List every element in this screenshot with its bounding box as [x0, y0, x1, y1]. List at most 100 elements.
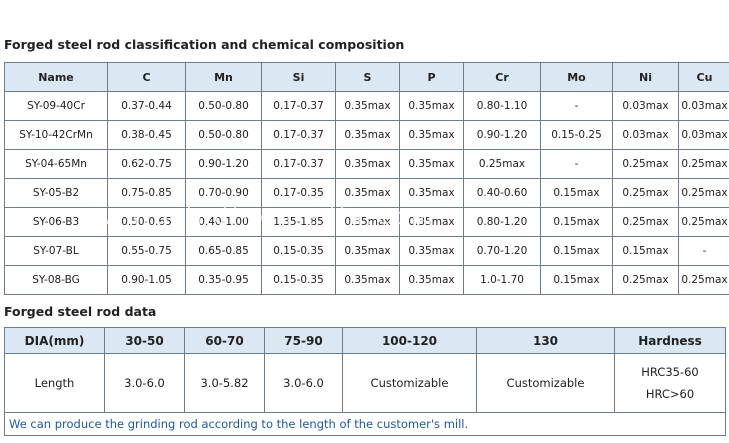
composition-cell: 0.35max [399, 91, 464, 121]
length-value: Customizable [342, 353, 477, 413]
grade-name-cell: SY-05-B2 [4, 178, 108, 208]
grade-name-cell: SY-04-65Mn [4, 149, 108, 179]
length-label: Length [4, 353, 105, 413]
composition-header-cell: C [107, 62, 186, 92]
composition-cell: 0.80-1.20 [463, 207, 541, 237]
composition-cell: 0.70-1.20 [463, 236, 541, 266]
composition-cell: 0.90-1.20 [185, 149, 262, 179]
composition-cell: 0.80-1.10 [463, 91, 541, 121]
table-row: SY-07-BL 0.55-0.75 0.65-0.85 0.15-0.35 0.35m… [4, 236, 729, 266]
composition-cell: 0.25max [612, 149, 679, 179]
rod-data-table: DIA(mm) 30-50 60-70 75-90 100-120 130 Hardness… [4, 327, 726, 436]
composition-cell: 0.35max [399, 236, 464, 266]
composition-cell: 0.35max [335, 91, 400, 121]
hardness-value: HRC35-60 [641, 365, 699, 379]
rod-data-header-cell: 100-120 [342, 327, 477, 354]
table-row: SY-09-40Cr 0.37-0.44 0.50-0.80 0.17-0.37 0.3… [4, 91, 729, 121]
grade-name-cell: SY-10-42CrMn [4, 120, 108, 150]
grade-name-cell: SY-07-BL [4, 236, 108, 266]
composition-cell: 0.55-0.75 [107, 236, 186, 266]
hardness-value: HRC>60 [645, 387, 695, 401]
composition-cell: 0.17-0.35 [261, 178, 336, 208]
composition-cell: 0.03max [612, 91, 679, 121]
rod-data-header-row: DIA(mm) 30-50 60-70 75-90 100-120 130 Hardness [4, 327, 726, 354]
composition-header-cell: Mn [185, 62, 262, 92]
composition-header-cell: Cu [678, 62, 729, 92]
composition-header-cell: Mo [540, 62, 613, 92]
composition-cell: 0.25max [678, 149, 729, 179]
composition-cell: 0.35max [399, 120, 464, 150]
hardness-values: HRC35-60 HRC>60 [614, 353, 726, 413]
section-title-rod-data: Forged steel rod data [4, 304, 157, 319]
composition-cell: 0.15max [540, 207, 613, 237]
composition-cell: 0.25max [678, 178, 729, 208]
composition-cell: 0.25max [463, 149, 541, 179]
composition-cell: 0.38-0.45 [107, 120, 186, 150]
composition-cell: 0.90-1.05 [107, 265, 186, 295]
grade-name-cell: SY-06-B3 [4, 207, 108, 237]
rod-data-header-cell: DIA(mm) [4, 327, 105, 354]
table-row: SY-04-65Mn 0.62-0.75 0.90-1.20 0.17-0.37 0.3… [4, 149, 729, 179]
composition-header-cell: S [335, 62, 400, 92]
composition-cell: 0.25max [612, 178, 679, 208]
composition-cell: 0.35-0.95 [185, 265, 262, 295]
composition-cell: 0.15max [540, 265, 613, 295]
composition-cell: - [678, 236, 729, 266]
composition-cell: 0.25max [612, 207, 679, 237]
composition-cell: - [540, 91, 613, 121]
rod-data-header-cell: 130 [476, 327, 615, 354]
composition-cell: 0.15max [612, 236, 679, 266]
composition-cell: 0.70-0.90 [185, 178, 262, 208]
composition-cell: 0.37-0.44 [107, 91, 186, 121]
composition-cell: 0.62-0.75 [107, 149, 186, 179]
composition-header-cell: P [399, 62, 464, 92]
composition-cell: 0.50-0.65 [107, 207, 186, 237]
rod-data-header-cell: 60-70 [184, 327, 265, 354]
rod-data-header-cell: Hardness [614, 327, 726, 354]
composition-cell: 0.15max [540, 178, 613, 208]
length-value: 3.0-5.82 [184, 353, 265, 413]
composition-cell: 0.35max [399, 265, 464, 295]
grade-name-cell: SY-08-BG [4, 265, 108, 295]
composition-header-row: Name C Mn Si S P Cr Mo Ni Cu [4, 62, 729, 92]
composition-cell: 0.35max [335, 120, 400, 150]
composition-cell: 0.15-0.35 [261, 236, 336, 266]
composition-cell: 0.25max [678, 207, 729, 237]
composition-cell: 0.03max [678, 120, 729, 150]
composition-cell: 0.25max [678, 265, 729, 295]
composition-header-cell: Cr [463, 62, 541, 92]
composition-cell: 0.40-1.00 [185, 207, 262, 237]
composition-cell: 0.50-0.80 [185, 120, 262, 150]
composition-cell: 0.40-0.60 [463, 178, 541, 208]
section-title-composition: Forged steel rod classification and chem… [4, 37, 405, 52]
composition-header-cell: Ni [612, 62, 679, 92]
table-row: SY-08-BG 0.90-1.05 0.35-0.95 0.15-0.35 0.35m… [4, 265, 729, 295]
length-value: 3.0-6.0 [264, 353, 343, 413]
composition-cell: 0.17-0.37 [261, 120, 336, 150]
composition-cell: 0.15-0.35 [261, 265, 336, 295]
grade-name-cell: SY-09-40Cr [4, 91, 108, 121]
composition-cell: 0.03max [612, 120, 679, 150]
rod-data-header-cell: 75-90 [264, 327, 343, 354]
composition-cell: 1.35-1.85 [261, 207, 336, 237]
composition-cell: 0.35max [399, 149, 464, 179]
composition-cell: 0.17-0.37 [261, 149, 336, 179]
composition-cell: 0.35max [335, 236, 400, 266]
rod-data-length-row: Length 3.0-6.0 3.0-5.82 3.0-6.0 Customiz… [4, 353, 726, 413]
rod-data-header-cell: 30-50 [104, 327, 185, 354]
composition-cell: 0.17-0.37 [261, 91, 336, 121]
composition-cell: 0.35max [335, 178, 400, 208]
composition-cell: 0.15-0.25 [540, 120, 613, 150]
composition-cell: 0.25max [612, 265, 679, 295]
table-row: SY-05-B2 0.75-0.85 0.70-0.90 0.17-0.35 0.35m… [4, 178, 729, 208]
production-note: We can produce the grinding rod accordin… [4, 412, 726, 436]
composition-header-cell: Name [4, 62, 108, 92]
composition-cell: 0.35max [335, 265, 400, 295]
composition-cell: 0.75-0.85 [107, 178, 186, 208]
composition-cell: 0.65-0.85 [185, 236, 262, 266]
composition-cell: 0.90-1.20 [463, 120, 541, 150]
composition-cell: 0.35max [335, 149, 400, 179]
composition-cell: - [540, 149, 613, 179]
composition-cell: 0.15max [540, 236, 613, 266]
table-row: SY-06-B3 0.50-0.65 0.40-1.00 1.35-1.85 0.35m… [4, 207, 729, 237]
